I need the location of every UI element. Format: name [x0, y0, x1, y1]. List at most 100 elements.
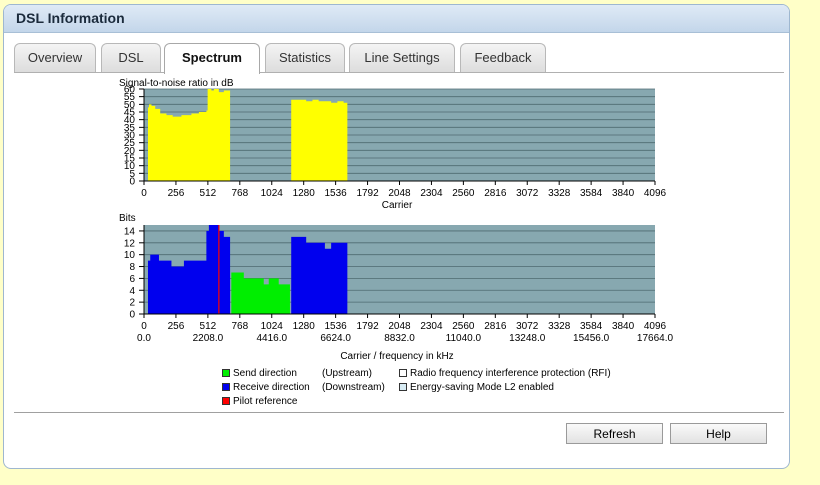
bits-freq-tick-label: 15456.0	[573, 333, 610, 344]
snr-xtick-label: 2304	[420, 188, 443, 199]
rfi-swatch	[399, 369, 407, 377]
bits-ytick-label: 2	[129, 298, 135, 309]
snr-ytick-label: 30	[124, 131, 136, 142]
snr-xlabel: Carrier	[382, 200, 413, 211]
bits-ytick-label: 12	[124, 238, 136, 249]
snr-xtick-label: 1536	[325, 188, 348, 199]
bits-freq-tick-label: 8832.0	[384, 333, 415, 344]
snr-xtick-label: 2816	[484, 188, 507, 199]
bits-xtick-label: 2816	[484, 321, 507, 332]
snr-xtick-label: 1792	[356, 188, 379, 199]
legend-rfi: Radio frequency interference protection …	[410, 368, 611, 379]
dsl-info-panel: DSL Information Overview DSL Spectrum St…	[3, 4, 790, 469]
legend-l2: Energy-saving Mode L2 enabled	[410, 382, 554, 393]
tab-divider	[14, 72, 784, 73]
snr-xtick-label: 512	[200, 188, 217, 199]
tab-feedback[interactable]: Feedback	[460, 43, 546, 73]
snr-ytick-label: 20	[124, 146, 136, 157]
snr-ytick-label: 10	[124, 161, 136, 172]
receive-swatch	[222, 383, 230, 391]
snr-ylabel: Signal-to-noise ratio in dB	[119, 78, 234, 89]
bits-xtick-label: 0	[141, 321, 147, 332]
bits-ytick-label: 4	[129, 286, 135, 297]
bits-ytick-label: 8	[129, 262, 135, 273]
send-swatch	[222, 369, 230, 377]
snr-ytick-label: 5	[129, 169, 135, 180]
snr-xtick-label: 3584	[580, 188, 603, 199]
bits-ytick-label: 0	[129, 310, 135, 321]
bits-freq-tick-label: 0.0	[137, 333, 151, 344]
bits-freq-tick-label: 2208.0	[193, 333, 224, 344]
tab-line-settings[interactable]: Line Settings	[349, 43, 455, 73]
snr-xtick-label: 1024	[261, 188, 284, 199]
bits-xtick-label: 1792	[356, 321, 379, 332]
legend-send-dir: (Upstream)	[322, 368, 373, 379]
snr-ytick-label: 45	[124, 108, 136, 119]
bits-ytick-label: 14	[124, 226, 136, 237]
bits-ylabel: Bits	[119, 213, 136, 224]
snr-xtick-label: 0	[141, 188, 147, 199]
bits-xtick-label: 4096	[644, 321, 667, 332]
bits-xtick-label: 2048	[388, 321, 411, 332]
bits-xtick-label: 3072	[516, 321, 539, 332]
snr-ytick-label: 0	[129, 177, 135, 188]
bits-ytick-label: 6	[129, 274, 135, 285]
snr-series-0	[147, 89, 231, 181]
bits-freq-tick-label: 6624.0	[320, 333, 351, 344]
bits-xtick-label: 1280	[293, 321, 316, 332]
bits-xtick-label: 2304	[420, 321, 443, 332]
snr-ytick-label: 15	[124, 154, 136, 165]
snr-ytick-label: 55	[124, 92, 136, 103]
bits-xtick-label: 3840	[612, 321, 635, 332]
legend-receive: Receive direction	[233, 382, 310, 393]
pilot-swatch	[222, 397, 230, 405]
tab-spectrum[interactable]: Spectrum	[164, 43, 260, 74]
snr-ytick-label: 50	[124, 100, 136, 111]
bits-xtick-label: 2560	[452, 321, 475, 332]
tab-statistics[interactable]: Statistics	[265, 43, 345, 73]
refresh-button[interactable]: Refresh	[566, 423, 663, 444]
snr-xtick-label: 3072	[516, 188, 539, 199]
bits-xlabel: Carrier / frequency in kHz	[340, 351, 453, 362]
bits-xtick-label: 1536	[325, 321, 348, 332]
legend-send: Send direction	[233, 368, 297, 379]
bits-xtick-label: 768	[231, 321, 248, 332]
snr-ytick-label: 35	[124, 123, 136, 134]
bits-freq-tick-label: 4416.0	[256, 333, 287, 344]
snr-xtick-label: 3840	[612, 188, 635, 199]
snr-xtick-label: 768	[231, 188, 248, 199]
snr-series-1	[289, 99, 348, 181]
bits-ytick-label: 10	[124, 250, 136, 261]
tab-dsl[interactable]: DSL	[101, 43, 161, 73]
bits-xtick-label: 3584	[580, 321, 603, 332]
snr-xtick-label: 1280	[293, 188, 316, 199]
tab-bar: Overview DSL Spectrum Statistics Line Se…	[14, 43, 784, 74]
snr-ytick-label: 40	[124, 115, 136, 126]
bits-freq-tick-label: 11040.0	[446, 333, 482, 344]
bits-freq-tick-label: 17664.0	[637, 333, 674, 344]
snr-ytick-label: 60	[124, 85, 136, 96]
snr-ytick-label: 25	[124, 138, 136, 149]
bits-xtick-label: 512	[200, 321, 217, 332]
spectrum-charts: Signal-to-noise ratio in dB 051015202530…	[119, 78, 674, 362]
l2-swatch	[399, 383, 407, 391]
tab-overview[interactable]: Overview	[14, 43, 96, 73]
snr-xtick-label: 2560	[452, 188, 475, 199]
legend-pilot: Pilot reference	[233, 396, 298, 407]
bits-xtick-label: 1024	[261, 321, 284, 332]
bits-series-1	[230, 272, 290, 314]
snr-xtick-label: 3328	[548, 188, 571, 199]
bits-series-0	[147, 225, 231, 314]
footer-separator	[14, 412, 784, 413]
help-button[interactable]: Help	[670, 423, 767, 444]
legend-receive-dir: (Downstream)	[322, 382, 385, 393]
bits-freq-tick-label: 13248.0	[509, 333, 546, 344]
bits-xtick-label: 3328	[548, 321, 571, 332]
snr-xtick-label: 256	[168, 188, 185, 199]
snr-xtick-label: 2048	[388, 188, 411, 199]
bits-series-2	[289, 236, 348, 314]
bits-xtick-label: 256	[168, 321, 185, 332]
panel-title: DSL Information	[4, 5, 789, 33]
